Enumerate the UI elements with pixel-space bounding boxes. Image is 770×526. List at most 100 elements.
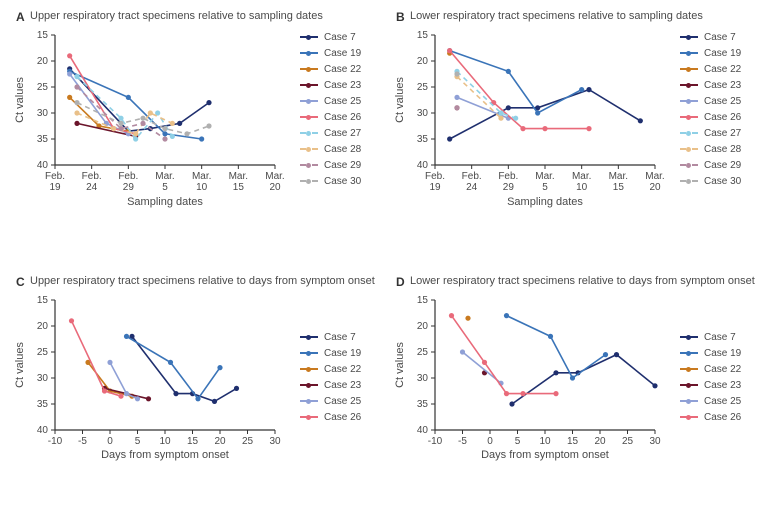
series-marker — [509, 401, 514, 406]
series-marker — [69, 318, 74, 323]
series-marker — [170, 134, 175, 139]
svg-text:40: 40 — [417, 160, 429, 171]
series-marker — [586, 87, 591, 92]
chart-b: 152025303540Feb.19Feb.24Feb.29Mar.5Mar.1… — [435, 35, 655, 165]
svg-text:40: 40 — [417, 425, 429, 436]
legend-label: Case 7 — [324, 332, 356, 343]
svg-text:30: 30 — [37, 373, 49, 384]
series-marker — [126, 95, 131, 100]
svg-text:10: 10 — [196, 182, 208, 193]
svg-text:30: 30 — [649, 436, 661, 447]
series-marker — [124, 391, 129, 396]
svg-text:0: 0 — [107, 436, 113, 447]
series-marker — [542, 126, 547, 131]
legend-label: Case 7 — [324, 32, 356, 43]
legend-label: Case 28 — [324, 144, 361, 155]
series-marker — [548, 334, 553, 339]
series-marker — [454, 105, 459, 110]
legend-item: Case 7 — [300, 30, 361, 44]
legend-item: Case 22 — [300, 362, 361, 376]
legend-item: Case 30 — [300, 174, 361, 188]
series-marker — [74, 100, 79, 105]
series-marker — [118, 126, 123, 131]
series-marker — [454, 71, 459, 76]
legend-c: Case 7Case 19Case 22Case 23Case 25Case 2… — [300, 330, 361, 426]
svg-text:25: 25 — [622, 436, 634, 447]
svg-text:35: 35 — [37, 399, 49, 410]
svg-text:35: 35 — [417, 134, 429, 145]
legend-item: Case 23 — [300, 378, 361, 392]
svg-text:Feb.: Feb. — [45, 171, 65, 182]
svg-text:Feb.: Feb. — [425, 171, 445, 182]
series-marker — [460, 349, 465, 354]
panel-label-a: A — [16, 10, 25, 24]
svg-text:-10: -10 — [48, 436, 63, 447]
svg-text:15: 15 — [417, 30, 429, 41]
series-marker — [447, 48, 452, 53]
legend-label: Case 22 — [324, 64, 361, 75]
svg-text:Ct values: Ct values — [14, 342, 26, 388]
legend-item: Case 22 — [680, 362, 741, 376]
svg-text:15: 15 — [37, 30, 49, 41]
legend-label: Case 22 — [704, 364, 741, 375]
series-marker — [67, 53, 72, 58]
svg-text:Ct values: Ct values — [394, 77, 406, 123]
svg-text:20: 20 — [37, 321, 49, 332]
svg-text:30: 30 — [417, 373, 429, 384]
legend-label: Case 22 — [704, 64, 741, 75]
series-marker — [535, 110, 540, 115]
panel-title-a: Upper respiratory tract specimens relati… — [30, 10, 323, 22]
series-marker — [184, 131, 189, 136]
series-marker — [118, 121, 123, 126]
svg-text:35: 35 — [417, 399, 429, 410]
series-marker — [454, 95, 459, 100]
svg-text:Sampling dates: Sampling dates — [127, 196, 203, 208]
panel-label-b: B — [396, 10, 405, 24]
svg-text:Mar.: Mar. — [535, 171, 554, 182]
svg-text:25: 25 — [417, 347, 429, 358]
legend-item: Case 19 — [300, 46, 361, 60]
legend-item: Case 29 — [300, 158, 361, 172]
series-marker — [553, 391, 558, 396]
legend-label: Case 26 — [324, 412, 361, 423]
legend-label: Case 23 — [324, 380, 361, 391]
svg-text:Feb.: Feb. — [462, 171, 482, 182]
series-marker — [74, 74, 79, 79]
svg-text:35: 35 — [37, 134, 49, 145]
legend-item: Case 27 — [680, 126, 741, 140]
series-marker — [638, 118, 643, 123]
series-marker — [133, 131, 138, 136]
series-marker — [177, 121, 182, 126]
svg-text:-10: -10 — [428, 436, 443, 447]
svg-text:25: 25 — [417, 82, 429, 93]
svg-text:30: 30 — [37, 108, 49, 119]
legend-item: Case 26 — [300, 410, 361, 424]
svg-text:15: 15 — [567, 436, 579, 447]
svg-text:20: 20 — [417, 56, 429, 67]
series-marker — [506, 105, 511, 110]
legend-label: Case 25 — [704, 396, 741, 407]
legend-item: Case 25 — [300, 394, 361, 408]
series-marker — [67, 95, 72, 100]
legend-label: Case 25 — [324, 96, 361, 107]
series-marker — [146, 396, 151, 401]
svg-text:20: 20 — [649, 182, 661, 193]
legend-label: Case 28 — [704, 144, 741, 155]
series-marker — [140, 121, 145, 126]
svg-text:Mar.: Mar. — [265, 171, 284, 182]
series-line — [77, 77, 172, 139]
svg-text:10: 10 — [159, 436, 171, 447]
svg-text:24: 24 — [466, 182, 478, 193]
chart-d: 152025303540-10-5051015202530Ct valuesDa… — [435, 300, 655, 430]
svg-text:25: 25 — [37, 347, 49, 358]
legend-item: Case 28 — [680, 142, 741, 156]
svg-text:15: 15 — [613, 182, 625, 193]
svg-text:5: 5 — [542, 182, 548, 193]
series-line — [507, 316, 606, 378]
chart-c: 152025303540-10-5051015202530Ct valuesDa… — [55, 300, 275, 430]
legend-label: Case 27 — [324, 128, 361, 139]
legend-item: Case 26 — [680, 110, 741, 124]
series-marker — [603, 352, 608, 357]
legend-item: Case 25 — [300, 94, 361, 108]
svg-text:Feb.: Feb. — [118, 171, 138, 182]
